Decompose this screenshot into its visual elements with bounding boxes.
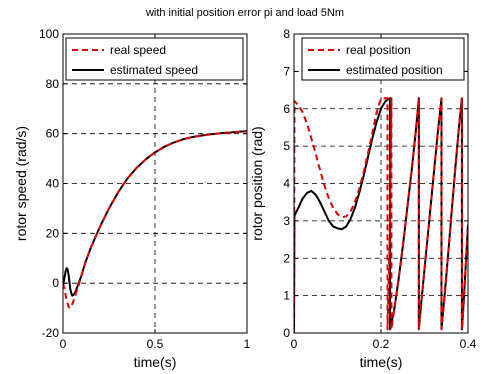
legend-box	[65, 37, 244, 81]
legend-label: estimated speed	[110, 63, 198, 77]
legend: real speed estimated speed	[65, 37, 244, 81]
x-tick-label: 0.2	[373, 337, 390, 351]
legend-label: real speed	[110, 43, 166, 57]
y-tick-label: 0	[52, 276, 59, 290]
y-tick-label: 7	[283, 64, 290, 78]
legend: real position estimated position	[301, 37, 465, 81]
series-line-1	[63, 130, 247, 310]
x-tick-label: 0	[60, 337, 67, 351]
legend-box	[301, 37, 465, 81]
subplot-2: 0 0.2 0.4 0 1 2 3 4 5 6 7 8 time(s) rotor position (r…	[249, 27, 477, 370]
legend-label: estimated position	[346, 63, 443, 77]
y-tick-label: -20	[42, 326, 60, 340]
y-tick-label: 8	[283, 27, 290, 41]
x-tick-label: 0	[291, 337, 298, 351]
figure-title: with initial position error pi and load …	[145, 7, 344, 19]
y-tick-label: 4	[283, 177, 290, 191]
x-tick-label: 1	[244, 337, 251, 351]
y-tick-label: 5	[283, 139, 290, 153]
legend-label: real position	[346, 43, 411, 57]
y-tick-label: 20	[46, 226, 60, 240]
x-tick-label: 0.4	[460, 337, 477, 351]
y-tick-label: 2	[283, 251, 290, 265]
y-tick-label: 100	[39, 27, 59, 41]
y-tick-label: 0	[283, 326, 290, 340]
y-axis-label: rotor position (rad)	[249, 126, 265, 240]
x-tick-label: 0.5	[147, 337, 164, 351]
y-tick-label: 60	[46, 127, 60, 141]
y-tick-label: 80	[46, 77, 60, 91]
x-axis-label: time(s)	[360, 354, 403, 370]
y-tick-label: 6	[283, 102, 290, 116]
series-line-1	[294, 97, 468, 333]
y-tick-label: 3	[283, 214, 290, 228]
y-axis-label: rotor speed (rad/s)	[13, 126, 29, 241]
x-axis-label: time(s)	[134, 354, 177, 370]
y-tick-label: 1	[283, 289, 290, 303]
y-tick-label: 40	[46, 177, 60, 191]
